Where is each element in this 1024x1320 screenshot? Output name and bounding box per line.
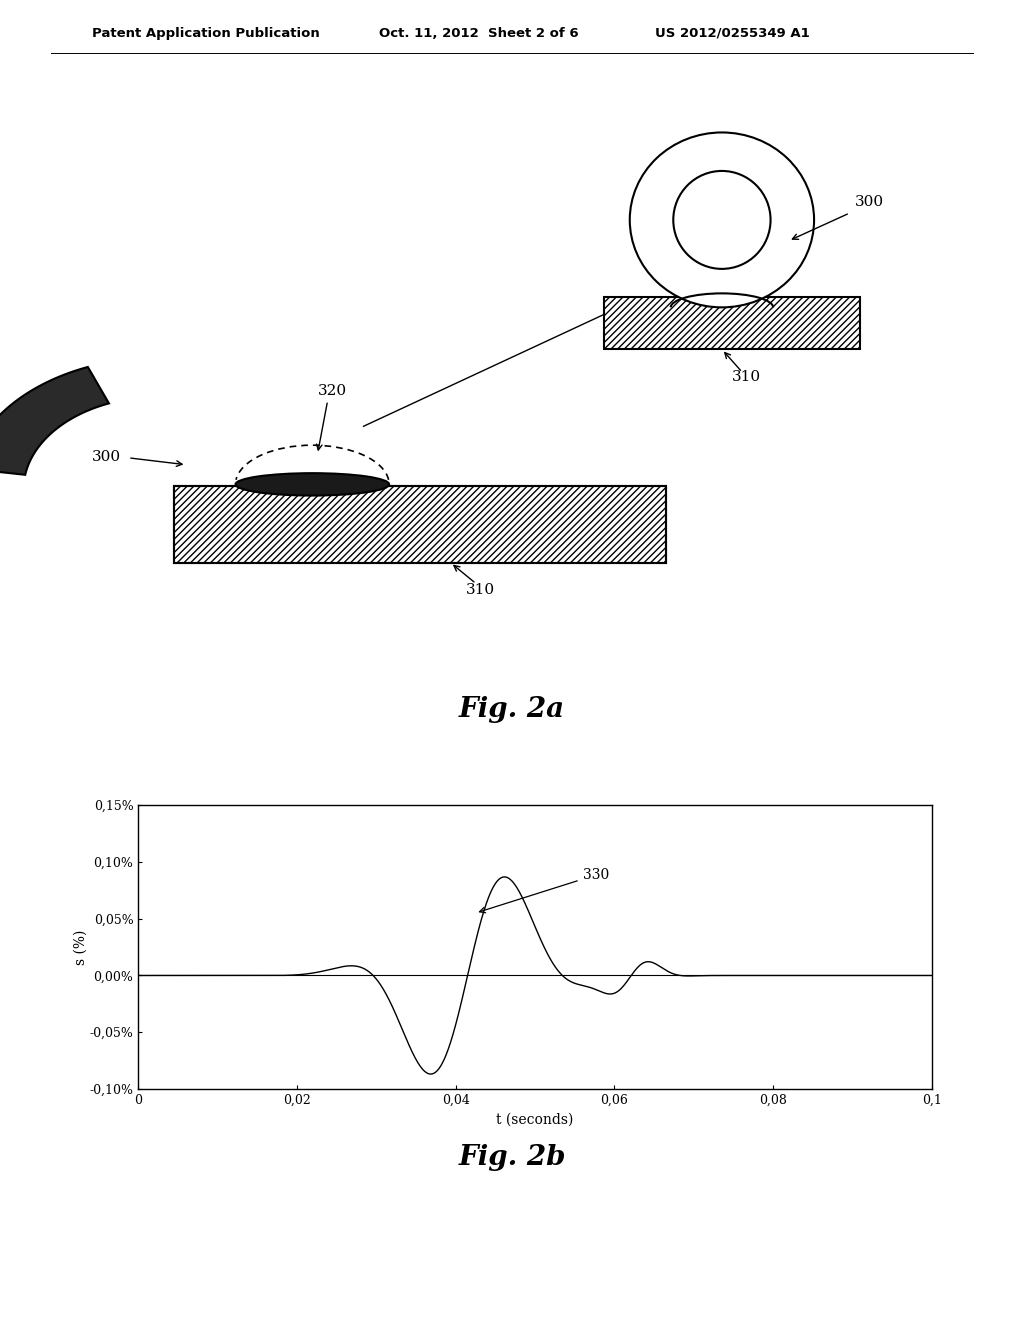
Text: Patent Application Publication: Patent Application Publication (92, 26, 319, 40)
Text: Fig. 2a: Fig. 2a (459, 696, 565, 722)
Text: 300: 300 (855, 195, 884, 209)
Polygon shape (0, 367, 109, 475)
Text: Oct. 11, 2012  Sheet 2 of 6: Oct. 11, 2012 Sheet 2 of 6 (379, 26, 579, 40)
Ellipse shape (630, 132, 814, 308)
Text: 320: 320 (317, 384, 346, 397)
Y-axis label: s (%): s (%) (74, 929, 88, 965)
Ellipse shape (674, 170, 771, 269)
Bar (604, 297, 860, 350)
Text: US 2012/0255349 A1: US 2012/0255349 A1 (655, 26, 810, 40)
Text: 310: 310 (732, 370, 761, 384)
Ellipse shape (236, 473, 389, 495)
Text: 330: 330 (479, 869, 609, 912)
Bar (174, 486, 666, 562)
Text: 310: 310 (466, 583, 495, 597)
Text: 300: 300 (92, 450, 121, 465)
Text: Fig. 2b: Fig. 2b (459, 1144, 565, 1171)
X-axis label: t (seconds): t (seconds) (497, 1113, 573, 1126)
Bar (174, 486, 666, 562)
